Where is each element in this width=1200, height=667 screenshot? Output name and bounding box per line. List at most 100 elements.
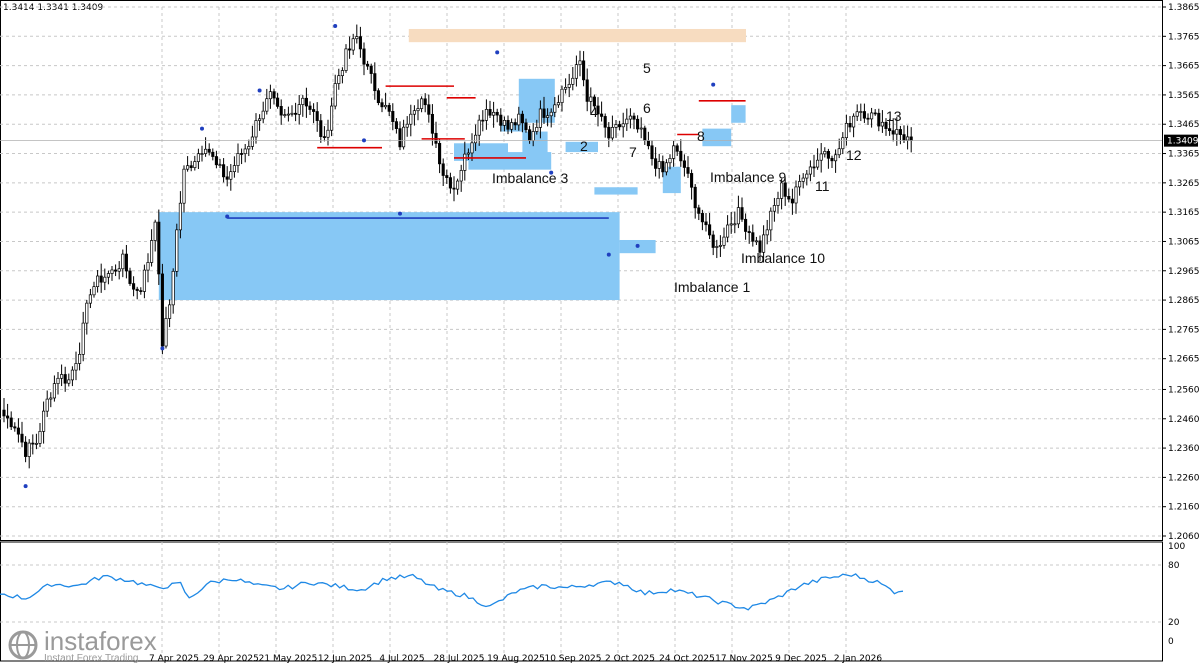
supply-zone xyxy=(408,28,746,43)
candle-body xyxy=(531,131,535,141)
candle-body xyxy=(873,112,877,115)
imbalance-zone xyxy=(522,131,548,161)
imbalance-zone xyxy=(594,187,638,195)
candle-body xyxy=(589,96,593,102)
price-tick-label: 1.2160 xyxy=(1168,503,1200,513)
candle-body xyxy=(110,269,114,274)
candle-body xyxy=(898,129,902,135)
candle-body xyxy=(718,244,722,247)
candle-body xyxy=(322,136,326,138)
candle-body xyxy=(463,153,467,171)
candle-body xyxy=(880,121,884,127)
date-label: 10 Sep 2025 xyxy=(544,654,601,664)
candle-body xyxy=(859,111,863,113)
candle-body xyxy=(708,224,712,236)
candle-body xyxy=(286,113,290,116)
candle-body xyxy=(686,167,690,174)
candle-body xyxy=(700,213,704,223)
candle-body xyxy=(542,108,546,118)
candle-body xyxy=(672,145,676,159)
candle-body xyxy=(776,198,780,206)
fractal-high xyxy=(711,82,716,87)
candle-body xyxy=(405,123,409,128)
candle-body xyxy=(848,122,852,128)
candle-body xyxy=(564,87,568,90)
candle-body xyxy=(758,240,762,253)
candle-body xyxy=(283,114,287,116)
candle-body xyxy=(571,77,575,85)
candle-body xyxy=(895,129,899,135)
candle-body xyxy=(751,232,755,242)
price-tick-label: 1.3265 xyxy=(1168,179,1200,189)
candle-body xyxy=(121,253,125,270)
candle-body xyxy=(301,97,305,105)
candle-body xyxy=(906,136,910,141)
zone-label: Imbalance 1 xyxy=(674,279,750,295)
price-tick-label: 1.3665 xyxy=(1168,62,1200,72)
imbalance-zone xyxy=(518,105,555,123)
candle-body xyxy=(855,111,859,117)
zone-label: 8 xyxy=(697,128,705,144)
candle-body xyxy=(362,48,366,65)
candle-body xyxy=(762,234,766,253)
candle-body xyxy=(229,171,233,180)
candle-body xyxy=(175,229,179,272)
ohlc-readout: 1.3414 1.3341 1.3409 xyxy=(3,3,104,13)
candle-body xyxy=(63,374,67,384)
candle-body xyxy=(474,134,478,144)
candle-body xyxy=(844,122,848,139)
price-tick-label: 1.3465 xyxy=(1168,120,1200,130)
candle-body xyxy=(801,177,805,182)
candle-body xyxy=(312,109,316,112)
candle-body xyxy=(38,431,42,444)
candle-body xyxy=(567,83,571,88)
candle-body xyxy=(643,127,647,141)
candle-body xyxy=(481,119,485,122)
candle-body xyxy=(726,224,730,238)
candle-body xyxy=(578,60,582,66)
globe-icon xyxy=(8,630,38,660)
candle-body xyxy=(456,180,460,190)
candle-body xyxy=(805,173,809,179)
candle-body xyxy=(452,187,456,190)
current-price-label: 1.3409 xyxy=(1167,137,1199,147)
price-tick-label: 1.3165 xyxy=(1168,208,1200,218)
candle-body xyxy=(736,207,740,225)
fractal-low xyxy=(23,484,28,489)
candle-body xyxy=(114,269,118,272)
candle-body xyxy=(369,65,373,74)
candles xyxy=(2,24,913,469)
candle-body xyxy=(506,120,510,130)
indicator-tick-label: 0 xyxy=(1168,637,1174,647)
candle-body xyxy=(556,102,560,106)
candle-body xyxy=(420,98,424,109)
candle-body xyxy=(704,221,708,226)
candle-body xyxy=(139,290,143,292)
candle-body xyxy=(60,374,64,379)
price-tick-label: 1.3765 xyxy=(1168,32,1200,42)
candle-body xyxy=(837,148,841,156)
fractal-low xyxy=(160,346,165,351)
candle-body xyxy=(607,126,611,139)
candle-body xyxy=(582,60,586,81)
candle-body xyxy=(178,202,182,231)
candle-body xyxy=(265,98,269,112)
candle-body xyxy=(186,165,190,170)
candle-body xyxy=(639,127,643,130)
candle-body xyxy=(376,90,380,104)
candle-body xyxy=(808,166,812,175)
candle-body xyxy=(826,151,830,159)
fractal-low xyxy=(398,211,402,216)
candle-body xyxy=(754,240,758,243)
candle-body xyxy=(236,153,240,166)
candle-body xyxy=(88,294,92,304)
candle-body xyxy=(52,383,56,399)
candle-body xyxy=(661,161,665,173)
candle-body xyxy=(654,158,658,169)
candle-body xyxy=(445,175,449,178)
candle-body xyxy=(729,223,733,226)
imbalance-zone xyxy=(565,141,598,153)
candle-body xyxy=(142,269,146,292)
candle-body xyxy=(888,128,892,132)
